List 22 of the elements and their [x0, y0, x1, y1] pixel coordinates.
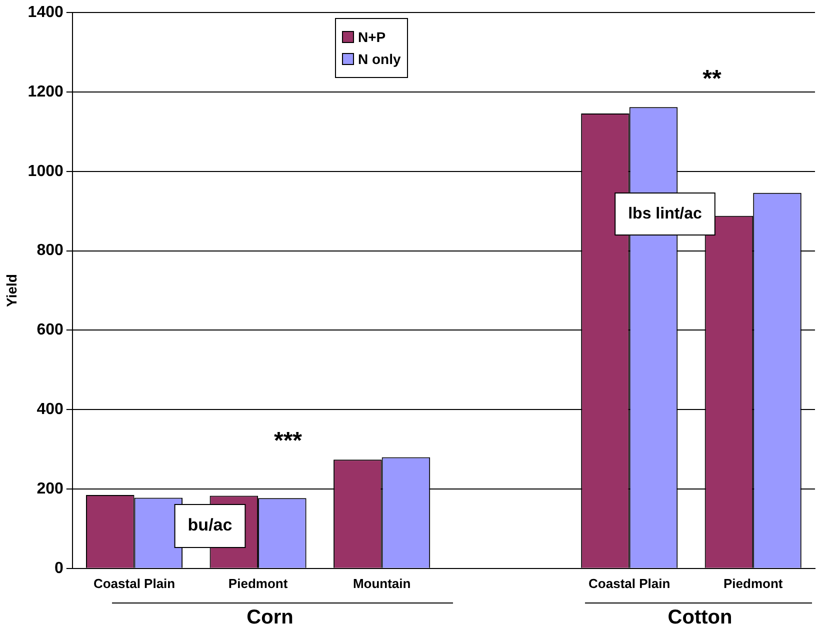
text: Cotton	[668, 606, 732, 629]
y-tick-label: 1000	[28, 162, 64, 180]
x-tick-label: Coastal Plain	[93, 576, 176, 591]
x-tick-label: Mountain	[352, 576, 411, 591]
annotation: **	[702, 66, 722, 93]
y-tick-label: 1400	[28, 4, 64, 22]
annotation: lbs lint/ac	[628, 205, 702, 222]
y-tick-label: 1200	[28, 83, 64, 100]
x-tick-label: Coastal Plain	[588, 576, 670, 591]
x-tick-label: Piedmont	[228, 576, 288, 591]
legend-label: N only	[358, 51, 401, 67]
y-tick-label: 0	[54, 560, 64, 577]
text: Corn	[246, 606, 294, 629]
x-tick-label: Piedmont	[724, 576, 784, 591]
y-axis-title: Yield	[3, 274, 20, 307]
annotation: ***	[274, 428, 303, 455]
y-tick-label: 400	[36, 401, 64, 418]
y-tick-label: 600	[36, 322, 64, 339]
y-tick-label: 800	[36, 242, 64, 260]
legend-label: N+P	[358, 29, 386, 45]
y-tick-label: 200	[36, 480, 64, 498]
annotation: bu/ac	[188, 516, 232, 535]
